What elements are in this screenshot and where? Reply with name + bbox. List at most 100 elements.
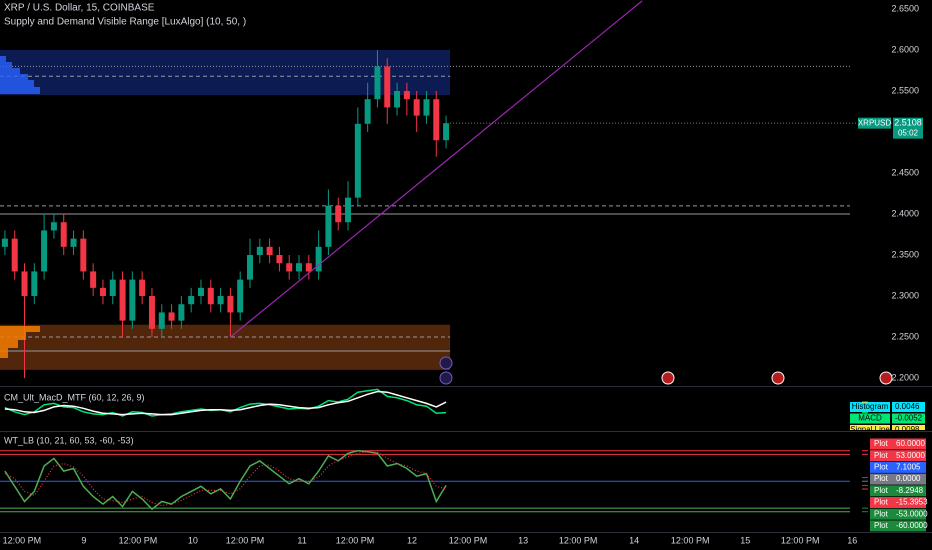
event-icons <box>439 356 893 385</box>
candle-body <box>178 304 185 321</box>
candle-body <box>50 222 57 231</box>
y-tick-label: 2.6500 <box>891 3 919 13</box>
candle-body <box>139 279 146 297</box>
legend-name: Signal Line <box>850 425 890 434</box>
legend-box <box>870 461 926 473</box>
price-value: 2.5108 <box>894 118 922 128</box>
legend-box <box>870 497 926 508</box>
legend-value: -0.0052 <box>895 414 923 423</box>
candle-body <box>394 91 401 108</box>
macd-title: CM_Ult_MacD_MTF (60, 12, 26, 9) <box>4 392 145 402</box>
indicator-title: Supply and Demand Visible Range [LuxAlgo… <box>4 17 246 28</box>
candle-body <box>354 123 361 198</box>
x-tick-label: 12:00 PM <box>226 535 265 545</box>
legend-name-box <box>850 413 890 424</box>
series-line <box>4 390 447 416</box>
candle-body <box>305 263 312 272</box>
candle-body <box>41 230 48 272</box>
x-tick-label: 12:00 PM <box>671 535 710 545</box>
candle-body <box>11 238 18 272</box>
candle-body <box>80 238 87 272</box>
candle-body <box>345 197 352 223</box>
candle-body <box>384 66 391 108</box>
legend-value: -15.3953 <box>896 498 928 507</box>
legend-name: Plot <box>874 498 889 507</box>
x-tick-label: 12:00 PM <box>559 535 598 545</box>
wt-pane: Plot 60.0000 Plot 53.0000 Plot 7.1005 Plot 0.00… <box>0 438 928 532</box>
x-tick-label: 12:00 PM <box>449 535 488 545</box>
candle-body <box>237 279 244 313</box>
x-tick-label: 9 <box>81 535 86 545</box>
candle-body <box>266 246 273 256</box>
y-tick-label: 2.6000 <box>891 44 919 54</box>
candle-body <box>433 99 440 141</box>
candle-body <box>443 123 450 141</box>
candle-body <box>197 287 204 297</box>
candle-body <box>31 271 38 297</box>
x-tick-label: 12:00 PM <box>3 535 42 545</box>
legend-value: -53.0000 <box>896 509 928 518</box>
candle-body <box>423 99 430 116</box>
series-line <box>4 451 447 507</box>
y-tick-label: 2.3000 <box>891 290 919 300</box>
trendline <box>230 0 643 338</box>
y-tick-label: 2.4000 <box>891 208 919 218</box>
series-line <box>4 450 447 511</box>
legend-value-box <box>892 413 925 424</box>
x-tick-label: 12:00 PM <box>119 535 158 545</box>
x-tick-label: 13 <box>518 535 528 545</box>
volume-profile <box>0 56 40 358</box>
candle-body <box>413 99 420 116</box>
countdown: 05:02 <box>898 128 919 137</box>
legend-value: 60.0000 <box>896 439 925 448</box>
legend-box <box>870 520 926 532</box>
zone <box>0 324 451 370</box>
y-tick-label: 2.2000 <box>891 372 919 382</box>
candle-body <box>403 91 410 100</box>
candle-body <box>60 222 67 247</box>
legend-name: Plot <box>874 463 889 472</box>
legend-name: Plot <box>874 474 889 483</box>
candle-body <box>70 238 77 247</box>
legend-value: -8.2948 <box>896 486 924 495</box>
legend-value-box <box>892 425 925 430</box>
legend-box <box>870 438 926 450</box>
legend-name: MACD <box>858 414 882 423</box>
legend-name-box <box>850 425 890 430</box>
candle-body <box>109 279 116 297</box>
legend-name: Plot <box>874 521 889 530</box>
x-tick-label: 12 <box>407 535 417 545</box>
y-tick-label: 2.3500 <box>891 249 919 259</box>
legend-box <box>870 508 926 520</box>
candle-body <box>148 296 155 329</box>
legend-value: 0.0000 <box>896 474 921 483</box>
candle-body <box>315 246 322 272</box>
candle-body <box>158 312 165 329</box>
x-tick-label: 14 <box>629 535 639 545</box>
candle-body <box>119 279 126 321</box>
x-tick-label: 11 <box>297 535 306 545</box>
legend-name: Plot <box>874 439 889 448</box>
candle-body <box>335 205 342 223</box>
y-tick-label: 2.4500 <box>891 167 919 177</box>
macd-pane: Histogram 0.0046 MACD -0.0052 Signal Line 0.0… <box>4 388 925 434</box>
x-tick-label: 15 <box>740 535 750 545</box>
main-pane <box>0 0 850 379</box>
chart-title: XRP / U.S. Dollar, 15, COINBASE <box>4 3 155 14</box>
legend-value: 53.0000 <box>896 451 925 460</box>
candle-body <box>374 66 381 100</box>
candle-body <box>256 246 263 256</box>
y-tick-label: 2.2500 <box>891 331 919 341</box>
legend-box <box>870 485 926 497</box>
candle-body <box>99 287 106 297</box>
candle-body <box>90 271 97 288</box>
candle-body <box>247 255 253 280</box>
x-tick-label: 12:00 PM <box>781 535 820 545</box>
candle-body <box>129 279 136 321</box>
legend-box <box>870 473 926 485</box>
candle-body <box>1 238 8 247</box>
candle-body <box>21 271 28 297</box>
x-tick-label: 10 <box>188 535 198 545</box>
legend-name: Plot <box>874 451 889 460</box>
